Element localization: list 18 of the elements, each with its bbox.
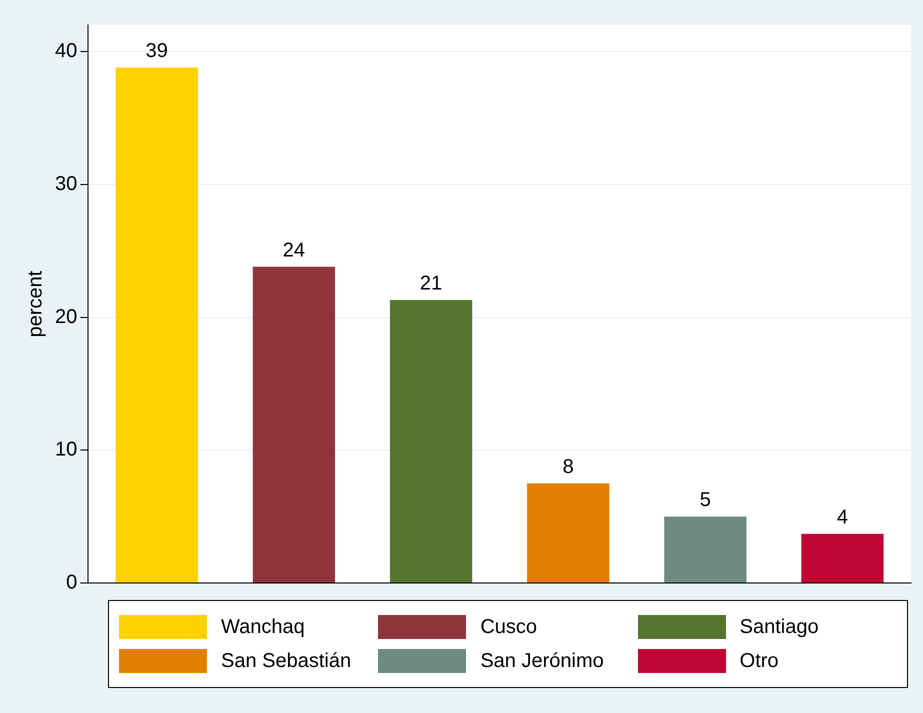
y-tick-label: 10 [54,438,78,461]
legend-label: San Jerónimo [480,650,604,672]
data-label: 24 [282,239,306,262]
y-axis-title: percent [24,270,47,338]
data-label: 8 [562,456,574,478]
y-tick-label: 20 [54,306,78,328]
legend-label: San Sebastián [221,650,352,672]
y-tick-label: 30 [54,172,78,195]
legend-label: Santiago [740,616,819,638]
data-label: 4 [836,506,848,528]
data-label: 21 [420,272,442,295]
data-label: 5 [700,489,711,512]
legend-label: Otro [740,650,779,672]
y-tick-label: 0 [66,572,78,594]
legend-label: Wanchaq [221,616,305,638]
legend-label: Cusco [480,616,538,638]
y-tick-label: 40 [54,40,78,62]
data-label: 39 [146,40,168,62]
